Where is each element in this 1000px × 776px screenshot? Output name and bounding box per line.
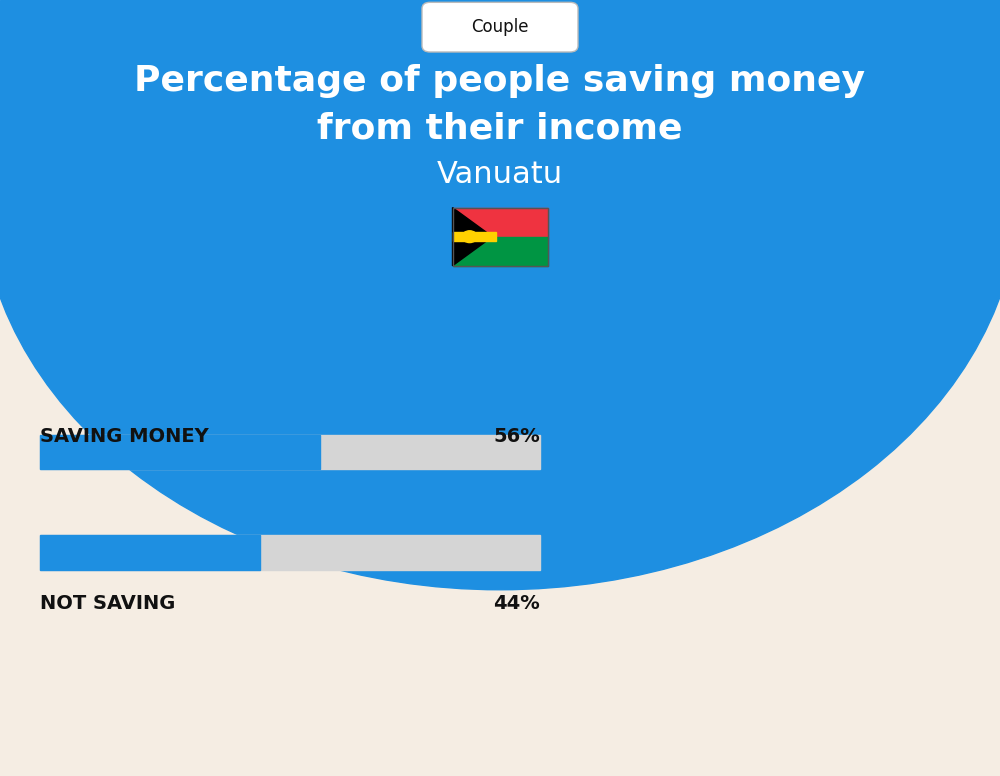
Bar [452, 237, 548, 265]
Text: 56%: 56% [493, 428, 540, 446]
Text: 44%: 44% [493, 594, 540, 612]
Polygon shape [452, 232, 496, 241]
Text: SAVING MONEY: SAVING MONEY [40, 428, 209, 446]
Bar [40, 535, 260, 570]
FancyBboxPatch shape [422, 2, 578, 52]
Bar [40, 435, 540, 469]
Bar [40, 435, 320, 469]
Text: Vanuatu: Vanuatu [437, 160, 563, 189]
Text: from their income: from their income [317, 111, 683, 145]
Bar [452, 208, 548, 237]
Text: NOT SAVING: NOT SAVING [40, 594, 175, 612]
Bar [0, 0, 1000, 295]
Polygon shape [452, 208, 492, 265]
Bar [40, 535, 540, 570]
Text: Couple: Couple [471, 18, 529, 36]
Text: Percentage of people saving money: Percentage of people saving money [134, 64, 866, 99]
Circle shape [0, 0, 1000, 590]
Bar [452, 208, 548, 265]
Circle shape [462, 230, 477, 243]
